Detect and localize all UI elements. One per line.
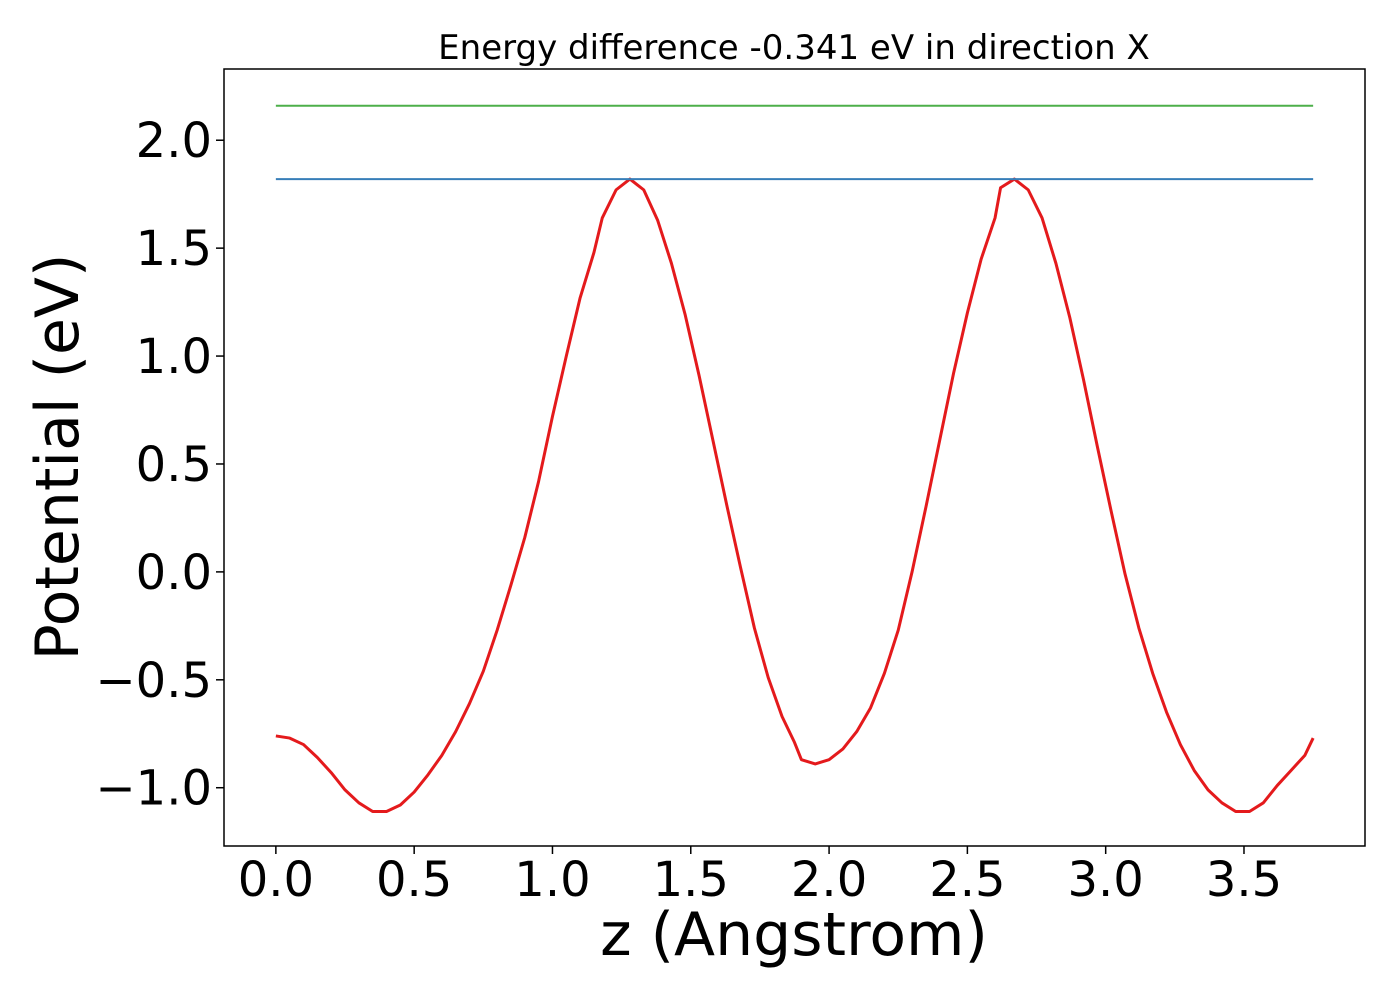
y-tick-label: 1.5	[136, 221, 212, 277]
y-axis-ticks: −1.0 −0.5 0.0 0.5 1.0 1.5 2.0	[95, 113, 224, 817]
x-axis-label: z (Angstrom)	[600, 900, 988, 970]
y-tick-label: −0.5	[95, 653, 212, 709]
series-layer	[275, 104, 1315, 813]
x-tick-label: 2.0	[791, 852, 867, 908]
x-tick-label: 0.5	[376, 852, 452, 908]
y-tick-label: 0.0	[136, 545, 212, 601]
x-tick-label: 1.0	[514, 852, 590, 908]
series-line-0	[275, 177, 1315, 813]
chart-title: Energy difference -0.341 eV in direction…	[438, 28, 1150, 68]
y-axis-label: Potential (eV)	[23, 254, 93, 661]
y-tick-label: 1.0	[136, 329, 212, 385]
plot-area	[223, 68, 1366, 847]
x-tick-label: 3.0	[1068, 852, 1144, 908]
y-tick-label: 0.5	[136, 437, 212, 493]
x-axis-ticks: 0.0 0.5 1.0 1.5 2.0 2.5 3.0 3.5	[238, 846, 1282, 908]
x-tick-label: 2.5	[929, 852, 1005, 908]
plot-frame	[223, 68, 1366, 847]
x-tick-label: 3.5	[1206, 852, 1282, 908]
y-tick-label: 2.0	[136, 113, 212, 169]
x-tick-label: 0.0	[238, 852, 314, 908]
y-tick-label: −1.0	[95, 761, 212, 817]
x-tick-label: 1.5	[653, 852, 729, 908]
